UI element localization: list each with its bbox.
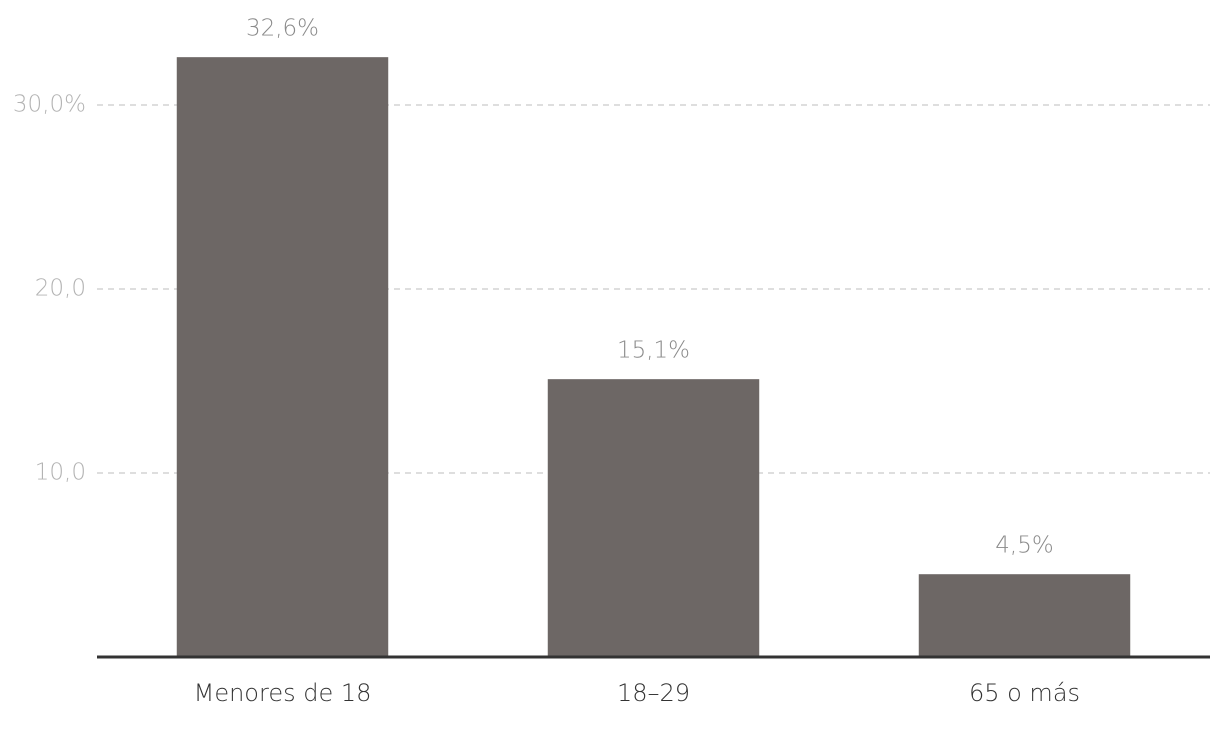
y-tick-label: 30,0% (13, 92, 86, 118)
bar (918, 574, 1131, 657)
value-label: 32,6% (246, 16, 319, 42)
y-tick-label: 10,0 (35, 460, 86, 486)
x-tick-label: 18–29 (617, 679, 690, 707)
value-label: 4,5% (995, 533, 1053, 559)
x-tick-label: 65 o más (969, 679, 1080, 707)
value-label: 15,1% (617, 338, 690, 364)
x-tick-label: Menores de 18 (194, 679, 372, 707)
y-tick-label: 20,0 (35, 276, 86, 302)
bar (547, 379, 760, 657)
bar (176, 57, 389, 658)
